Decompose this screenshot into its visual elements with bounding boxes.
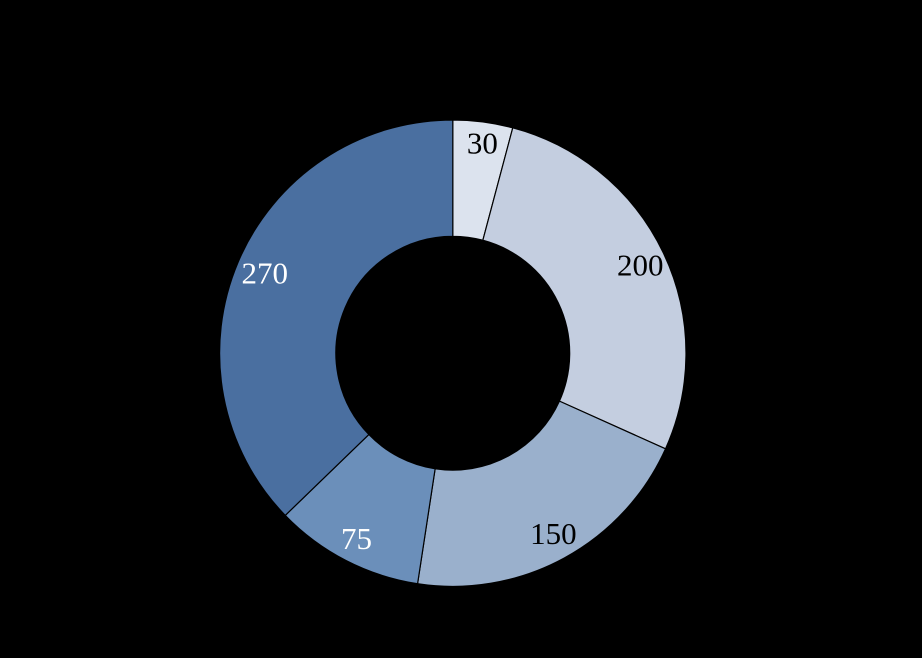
svg-text:30: 30 [467,126,498,161]
svg-text:200: 200 [617,248,664,283]
svg-text:75: 75 [341,521,372,556]
svg-text:270: 270 [242,256,289,291]
svg-text:150: 150 [530,516,577,551]
